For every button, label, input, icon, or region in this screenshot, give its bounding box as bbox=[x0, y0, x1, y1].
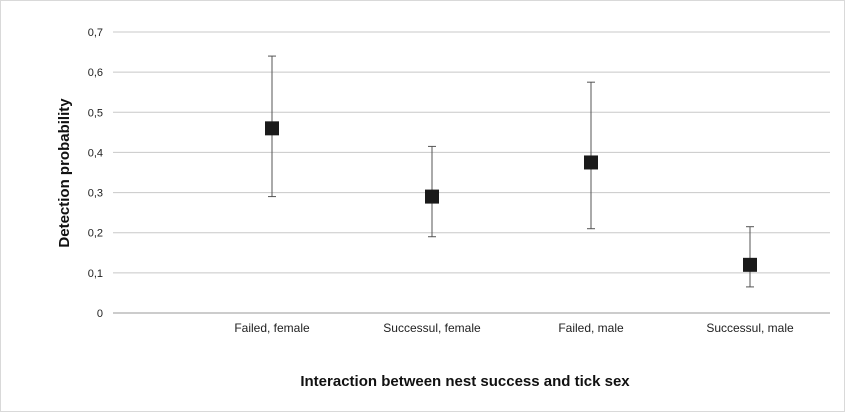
error-bar bbox=[746, 226, 754, 288]
y-tick-label: 0 bbox=[97, 308, 103, 320]
y-tick-label: 0,6 bbox=[88, 67, 103, 79]
x-category-label: Successul, female bbox=[383, 321, 481, 335]
error-bar bbox=[587, 81, 595, 230]
y-axis-title: Detection probability bbox=[56, 98, 73, 248]
data-points bbox=[265, 121, 757, 272]
y-tick-label: 0,2 bbox=[88, 228, 103, 240]
x-category-label: Failed, female bbox=[234, 321, 310, 335]
y-tick-labels: 0 0,1 0,2 0,3 0,4 0,5 0,6 0,7 bbox=[88, 27, 103, 320]
data-point-marker bbox=[743, 257, 757, 272]
x-category-label: Failed, male bbox=[558, 321, 624, 335]
y-tick-label: 0,3 bbox=[88, 188, 103, 200]
x-category-label: Successul, male bbox=[706, 321, 794, 335]
data-point-marker bbox=[584, 155, 598, 170]
y-tick-label: 0,5 bbox=[88, 107, 103, 119]
data-point-marker bbox=[425, 189, 439, 204]
error-bars bbox=[268, 55, 754, 288]
y-tick-label: 0,4 bbox=[88, 147, 103, 159]
x-axis-title: Interaction between nest success and tic… bbox=[300, 373, 630, 390]
data-point-marker bbox=[265, 121, 279, 136]
y-tick-label: 0,1 bbox=[88, 268, 103, 280]
y-tick-label: 0,7 bbox=[88, 27, 103, 39]
grid-layer bbox=[113, 31, 830, 314]
x-category-labels: Failed, female Successul, female Failed, m… bbox=[234, 321, 794, 335]
